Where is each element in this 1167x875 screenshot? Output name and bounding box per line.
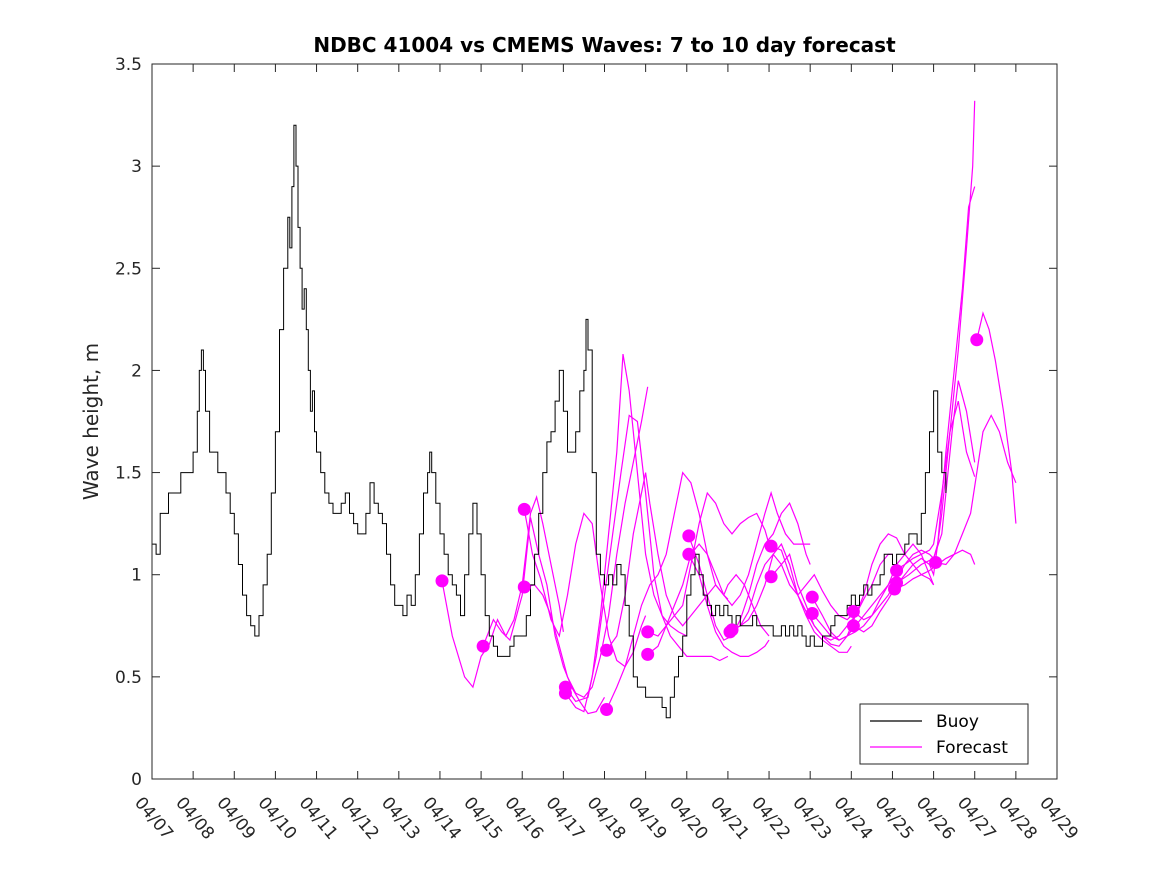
forecast-marker <box>890 564 904 578</box>
forecast-marker <box>725 623 739 637</box>
y-tick-label: 0.5 <box>115 668 142 688</box>
forecast-marker <box>764 570 778 584</box>
x-tick-label: 04/29 <box>1035 793 1082 843</box>
forecast-line <box>647 491 770 637</box>
y-tick-label: 3 <box>131 157 142 177</box>
x-tick-label: 04/13 <box>377 793 424 843</box>
x-tick-label: 04/25 <box>871 793 918 843</box>
x-tick-label: 04/15 <box>459 793 506 843</box>
forecast-line <box>770 545 893 647</box>
x-tick-label: 04/18 <box>583 793 630 843</box>
forecast-marker <box>600 703 614 717</box>
forecast-marker <box>805 590 819 604</box>
y-tick-label: 2 <box>131 361 142 381</box>
forecast-line <box>894 400 976 572</box>
x-tick-label: 04/17 <box>542 793 589 843</box>
forecast-marker <box>641 647 655 661</box>
forecast-marker <box>600 643 614 657</box>
x-tick-label: 04/28 <box>994 793 1041 843</box>
legend-label: Forecast <box>936 738 1008 758</box>
forecast-marker <box>517 502 531 516</box>
forecast-marker <box>476 639 490 653</box>
forecast-line <box>564 414 729 703</box>
forecast-line <box>976 311 1017 524</box>
forecast-line <box>853 186 976 621</box>
y-tick-label: 2.5 <box>115 259 142 279</box>
forecast-line <box>811 533 935 641</box>
forecast-line <box>935 414 1017 566</box>
y-tick-label: 1 <box>131 566 142 586</box>
forecast-line <box>729 542 852 653</box>
y-tick-label: 1.5 <box>115 464 142 484</box>
forecast-marker <box>764 539 778 553</box>
x-tick-label: 04/14 <box>418 793 465 843</box>
legend: Buoy Forecast <box>859 703 1029 765</box>
forecast-marker <box>517 580 531 594</box>
x-tick-label: 04/07 <box>130 793 177 843</box>
forecast-line <box>441 495 564 689</box>
x-tick-label: 04/26 <box>912 793 959 843</box>
forecast-line <box>564 354 688 713</box>
forecast-marker <box>890 576 904 590</box>
forecast-line <box>482 517 606 715</box>
forecast-line <box>523 509 647 668</box>
forecast-marker <box>682 547 696 561</box>
legend-label: Buoy <box>936 712 979 732</box>
x-tick-label: 04/08 <box>171 793 218 843</box>
x-tick-label: 04/21 <box>706 793 753 843</box>
forecast-marker <box>641 625 655 639</box>
forecast-line <box>811 543 935 641</box>
forecast-marker <box>929 555 943 569</box>
forecast-line <box>647 490 811 655</box>
x-tick-label: 04/19 <box>624 793 671 843</box>
y-tick-label: 0 <box>131 770 142 790</box>
plot-series <box>152 100 1017 719</box>
forecast-line <box>606 471 770 710</box>
x-tick-label: 04/11 <box>295 793 342 843</box>
forecast-marker <box>970 333 984 347</box>
forecast-line <box>896 380 976 584</box>
x-tick-label: 04/10 <box>254 793 301 843</box>
x-tick-label: 04/23 <box>788 793 835 843</box>
x-tick-label: 04/20 <box>665 793 712 843</box>
buoy-line <box>152 124 947 719</box>
x-tick-label: 04/24 <box>829 793 876 843</box>
forecast-line <box>729 553 852 633</box>
chart-title: NDBC 41004 vs CMEMS Waves: 7 to 10 day f… <box>313 33 896 57</box>
forecast-marker <box>682 529 696 543</box>
x-tick-label: 04/27 <box>953 793 1000 843</box>
forecast-line <box>853 100 976 633</box>
legend-box <box>859 703 1029 765</box>
x-tick-label: 04/09 <box>212 793 259 843</box>
forecast-marker <box>846 619 860 633</box>
forecast-marker <box>805 607 819 621</box>
x-tick-label: 04/22 <box>747 793 794 843</box>
forecast-marker <box>846 604 860 618</box>
x-tick-label: 04/16 <box>500 793 547 843</box>
x-tick-label: 04/12 <box>336 793 383 843</box>
plot-frame <box>151 63 1058 780</box>
forecast-line <box>606 472 729 651</box>
y-tick-label: 3.5 <box>115 55 142 75</box>
forecast-marker <box>435 574 449 588</box>
forecast-marker <box>558 686 572 700</box>
y-axis-title: Wave height, m <box>79 343 103 500</box>
